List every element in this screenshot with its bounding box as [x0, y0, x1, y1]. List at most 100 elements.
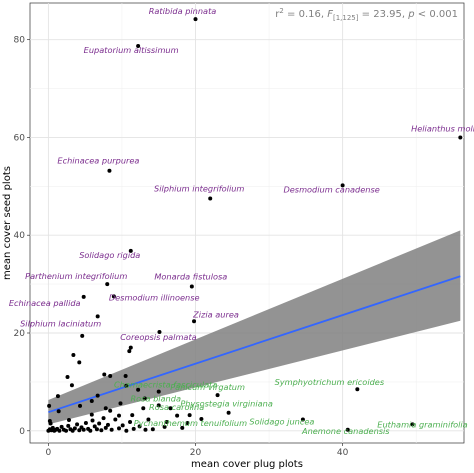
labeled-data-point [105, 282, 110, 287]
data-point [108, 374, 113, 379]
labeled-data-point [95, 314, 100, 319]
x-tick-label: 40 [337, 448, 349, 458]
data-point [48, 421, 53, 426]
data-points [46, 17, 463, 433]
data-point [141, 406, 146, 411]
data-point [127, 349, 132, 354]
labeled-data-point [156, 389, 161, 394]
point-label: Monarda fistulosa [154, 272, 227, 282]
data-point [71, 353, 76, 357]
data-point [95, 393, 100, 398]
confidence-band [48, 230, 461, 425]
labeled-data-point [192, 319, 197, 324]
data-point [113, 417, 118, 422]
data-point [162, 424, 167, 429]
labeled-data-point [300, 417, 305, 422]
data-point [55, 394, 60, 399]
data-point [180, 425, 185, 430]
labeled-data-point [81, 294, 86, 299]
y-tick-label: 0 [19, 427, 25, 437]
labeled-data-point [189, 284, 194, 289]
data-point [168, 406, 173, 411]
data-point [103, 425, 108, 430]
p-value: 0.001 [429, 9, 458, 20]
data-point [117, 413, 122, 418]
labeled-data-point [156, 403, 161, 408]
data-point [117, 426, 122, 431]
point-label: Pycnanthemum tenuifolium [134, 418, 247, 428]
labeled-data-point [187, 413, 192, 418]
data-point [130, 413, 135, 418]
point-label: Coreopsis palmata [120, 332, 196, 342]
regression-line-group [48, 275, 461, 414]
point-labels: Ratibida pinnata Eupatorium altissimum Hel… [9, 6, 474, 436]
confidence-band-group [48, 230, 461, 425]
data-point [59, 424, 64, 429]
data-point [143, 427, 148, 432]
point-label: Helianthus mollis [411, 123, 474, 133]
data-point [175, 413, 180, 418]
point-label: Ratibida pinnata [149, 6, 217, 16]
data-point [146, 417, 151, 422]
plot-panel [29, 2, 465, 444]
data-point [75, 422, 80, 427]
data-point [164, 419, 169, 424]
data-point [101, 416, 106, 421]
y-tick-label: 60 [14, 133, 26, 143]
data-point [80, 333, 85, 338]
labeled-data-point [345, 427, 350, 432]
x-tick-label: 20 [190, 448, 202, 458]
df-value: [1,125] [333, 14, 359, 22]
labeled-data-point [193, 17, 198, 22]
data-point [77, 360, 82, 365]
data-point [66, 423, 71, 428]
data-point [123, 374, 128, 379]
point-label: Solidago rigida [79, 250, 140, 260]
data-point [78, 403, 83, 408]
data-point [57, 428, 62, 433]
labeled-data-point [410, 422, 415, 427]
data-point [89, 398, 94, 403]
labeled-data-point [215, 393, 220, 398]
point-label: Zizia aurea [192, 309, 239, 319]
point-label: Rosa carolina [149, 402, 204, 412]
data-point [94, 427, 99, 432]
point-label: Solidago juncea [249, 417, 314, 427]
point-label: Panicum virgatum [170, 382, 245, 392]
data-point [150, 427, 155, 432]
data-point [185, 420, 190, 425]
data-point [118, 401, 123, 406]
data-point [88, 428, 93, 433]
y-tick-label: 40 [14, 231, 26, 241]
point-label: Symphyotrichum ericoides [275, 377, 385, 387]
f-value: 23.95 [373, 9, 402, 20]
data-point [83, 420, 88, 425]
point-label: Desmodium canadense [283, 184, 379, 194]
point-label: Physostegia virginiana [180, 399, 273, 409]
data-point [102, 372, 107, 377]
regression-line [48, 275, 461, 414]
labeled-data-point [107, 168, 112, 173]
data-point [105, 422, 110, 427]
data-point [90, 418, 95, 423]
labeled-data-point [136, 44, 141, 49]
labeled-data-point [458, 135, 463, 140]
x-tick-label: 0 [46, 448, 52, 458]
point-label: Eupatorium altissimum [84, 45, 179, 55]
data-point [128, 419, 133, 424]
data-point [64, 428, 69, 433]
data-point [108, 408, 113, 413]
labeled-data-point [340, 183, 345, 188]
labeled-data-point [111, 294, 116, 299]
data-point [65, 375, 70, 379]
point-label: Desmodium illinoense [109, 292, 200, 302]
data-point [128, 345, 133, 350]
y-axis-title: mean cover seed plots [2, 166, 13, 280]
point-label: Silphium integrifolium [154, 184, 244, 194]
data-point [142, 396, 147, 401]
data-point [66, 418, 71, 423]
data-point [77, 428, 82, 433]
data-point [124, 428, 129, 433]
point-label: Rosa blanda [130, 393, 180, 403]
